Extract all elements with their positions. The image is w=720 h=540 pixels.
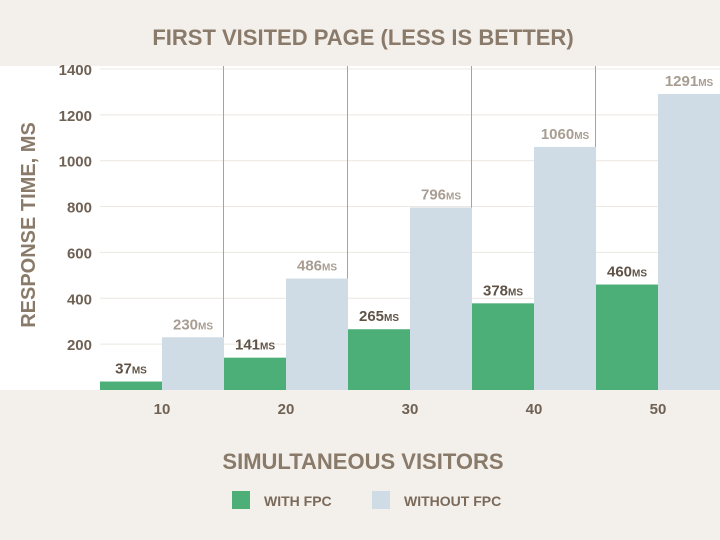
x-axis-label: SIMULTANEOUS VISITORS [222, 449, 503, 474]
x-tick-label: 50 [650, 401, 667, 418]
y-tick-label: 800 [67, 200, 92, 217]
y-tick-label: 200 [67, 337, 92, 354]
ticks: 200 400 600 800 1000 1200 1400 10 20 30 40 50 [59, 62, 667, 418]
bar-value-label: 141MS [235, 337, 275, 354]
y-tick-label: 1000 [59, 154, 92, 171]
bar-value-label: 230MS [173, 316, 213, 333]
y-tick-label: 600 [67, 245, 92, 262]
x-tick-label: 40 [526, 401, 543, 418]
bar [224, 357, 286, 390]
bar [348, 329, 410, 390]
bar [162, 337, 224, 390]
bar [286, 278, 348, 390]
bar [534, 146, 596, 390]
bar [658, 93, 720, 391]
y-tick-label: 1200 [59, 108, 92, 125]
bar-value-label: 460MS [607, 264, 647, 281]
bar-value-label: 486MS [297, 258, 337, 275]
bar [410, 207, 472, 390]
x-tick-label: 30 [402, 401, 419, 418]
bars [100, 93, 720, 391]
legend-label: WITHOUT FPC [404, 493, 501, 509]
bar-value-label: 37MS [115, 361, 147, 378]
chart-title: FIRST VISITED PAGE (LESS IS BETTER) [152, 25, 573, 50]
bar-value-label: 1060MS [541, 126, 590, 143]
legend: WITH FPC WITHOUT FPC [232, 491, 501, 509]
x-tick-label: 20 [278, 401, 295, 418]
y-tick-label: 1400 [59, 62, 92, 79]
bar [472, 303, 534, 390]
legend-swatch [232, 491, 250, 509]
data-labels: 37MS 230MS 141MS 486MS 265MS 796MS 378MS 1060MS… [115, 73, 713, 378]
bar-value-label: 378MS [483, 282, 523, 299]
bar [100, 381, 162, 390]
legend-label: WITH FPC [264, 493, 332, 509]
bar-value-label: 265MS [359, 308, 399, 325]
bar-value-label: 1291MS [665, 73, 714, 90]
bar-value-label: 796MS [421, 186, 461, 203]
legend-swatch [372, 491, 390, 509]
y-axis-label: RESPONSE TIME, MS [18, 122, 40, 328]
x-tick-label: 10 [154, 401, 171, 418]
y-tick-label: 400 [67, 291, 92, 308]
bar [596, 284, 658, 390]
